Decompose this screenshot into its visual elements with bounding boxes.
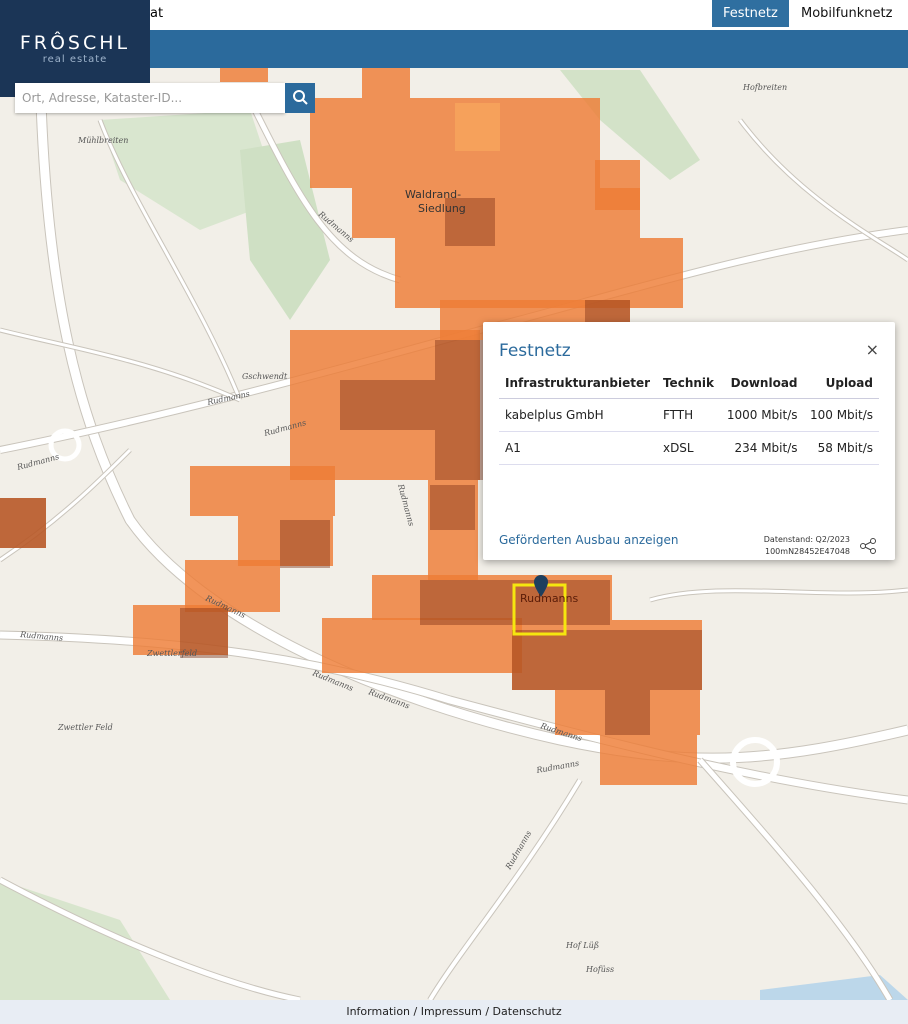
footer[interactable]: Information / Impressum / Datenschutz: [0, 1000, 908, 1024]
page-title: at: [150, 6, 164, 21]
road: [0, 328, 241, 402]
column-header: Upload: [803, 368, 879, 399]
coverage-cell: [190, 466, 335, 516]
map-label: Rudmanns: [206, 389, 251, 407]
coverage-cell-dense: [605, 690, 650, 735]
cell: 1000 Mbit/s: [720, 398, 804, 432]
map-label: Rudmanns: [535, 759, 580, 776]
map-label: Zwettler Feld: [57, 723, 113, 732]
highlight-cell: [455, 103, 500, 151]
terrain: [0, 70, 908, 1000]
road: [98, 119, 242, 401]
coverage-cell-dense: [435, 340, 485, 480]
coverage-cell: [133, 605, 228, 655]
search-box[interactable]: Ort, Adresse, Kataster-ID...: [15, 83, 315, 113]
map-label: Rudmanns: [503, 829, 533, 872]
table-row: A1 xDSL 234 Mbit/s 58 Mbit/s: [499, 431, 879, 465]
map-label: Hof Lüß: [565, 941, 599, 950]
road: [698, 758, 893, 1002]
road: [738, 119, 908, 262]
location-pin: [534, 575, 548, 597]
cell-id: 100mN28452E47048: [765, 547, 850, 556]
coverage-cell: [220, 68, 268, 82]
header-band: [0, 30, 908, 68]
cell: xDSL: [656, 431, 721, 465]
close-button[interactable]: ×: [865, 340, 879, 359]
road: [428, 778, 582, 1002]
coverage-cell-dense: [180, 608, 228, 658]
map-label: Siedlung: [418, 202, 466, 215]
data-date: Datenstand: Q2/2023: [763, 535, 850, 544]
map-label: Hofüss: [585, 965, 614, 974]
search-placeholder: Ort, Adresse, Kataster-ID...: [22, 91, 183, 105]
table-row: kabelplus GmbH FTTH 1000 Mbit/s 100 Mbit…: [499, 398, 879, 432]
map-label: Gschwendt: [242, 372, 288, 381]
coverage-cell: [600, 735, 697, 785]
map-label: Rudmanns: [396, 482, 416, 527]
coverage-cell-dense: [340, 380, 435, 430]
coverage-cell: [0, 498, 46, 548]
road: [0, 877, 301, 1003]
coverage-cells: [0, 68, 702, 785]
search-icon: [293, 90, 308, 105]
column-header: Download: [720, 368, 804, 399]
popup-title: Festnetz: [499, 341, 571, 361]
cell: A1: [499, 431, 657, 465]
cell: 100 Mbit/s: [803, 398, 879, 432]
cell: kabelplus GmbH: [499, 398, 657, 432]
map-label: Rudmanns: [15, 452, 60, 472]
map-label: Mühlbreiten: [77, 136, 128, 145]
provider-table: Infrastrukturanbieter Technik Download U…: [499, 368, 879, 465]
road-casing: [738, 118, 908, 263]
coverage-cell: [595, 160, 640, 210]
logo-tagline: real estate: [42, 54, 108, 65]
search-button[interactable]: [285, 83, 315, 113]
coverage-cell-dense: [445, 198, 495, 246]
coverage-cell: [238, 516, 333, 566]
roundabout: [48, 428, 82, 462]
data-status: Datenstand: Q2/2023 100mN28452E47048: [764, 534, 850, 558]
coverage-cell: [372, 575, 612, 620]
coverage-cell: [395, 238, 683, 308]
coverage-cell-dense: [280, 520, 330, 568]
map-label: Rudmanns: [19, 630, 64, 643]
table-header: Infrastrukturanbieter Technik Download U…: [499, 368, 879, 399]
coverage-cell: [352, 188, 640, 238]
logo[interactable]: FRÔSCHL real estate: [0, 0, 150, 97]
share-icon[interactable]: [859, 538, 877, 554]
map-label: Hofbreiten: [742, 83, 787, 92]
info-popup: Festnetz × Infrastrukturanbieter Technik…: [483, 322, 895, 560]
logo-name: FRÔSCHL: [19, 32, 131, 54]
coverage-cell: [362, 68, 410, 98]
coverage-cell: [555, 690, 700, 735]
road: [649, 588, 908, 602]
column-header: Infrastrukturanbieter: [499, 368, 657, 399]
coverage-cell: [512, 620, 702, 690]
coverage-cell: [290, 330, 480, 480]
cell: 58 Mbit/s: [803, 431, 879, 465]
coverage-cell: [322, 618, 522, 673]
coverage-cell-dense: [0, 498, 46, 548]
funded-expansion-link[interactable]: Geförderten Ausbau anzeigen: [499, 533, 679, 547]
coverage-cell-dense: [585, 300, 630, 325]
road-casing: [0, 327, 242, 403]
map-label: Waldrand-: [405, 188, 461, 201]
cell: 234 Mbit/s: [720, 431, 804, 465]
coverage-cell: [185, 560, 280, 612]
road: [247, 98, 401, 283]
coverage-cell-dense: [430, 485, 475, 530]
map-label: Rudmanns: [520, 592, 579, 605]
top-bar: at Festnetz Mobilfunknetz: [0, 0, 908, 30]
cell: FTTH: [656, 398, 721, 432]
roundabout: [730, 737, 780, 787]
column-header: Technik: [656, 368, 721, 399]
tab[interactable]: Mobilfunknetz: [801, 6, 893, 21]
tab-active[interactable]: Festnetz: [712, 0, 789, 27]
road: [35, 67, 908, 763]
map-label: Zwettlerfeld: [146, 649, 197, 658]
coverage-cell: [428, 480, 478, 580]
coverage-cell-dense: [512, 630, 702, 690]
